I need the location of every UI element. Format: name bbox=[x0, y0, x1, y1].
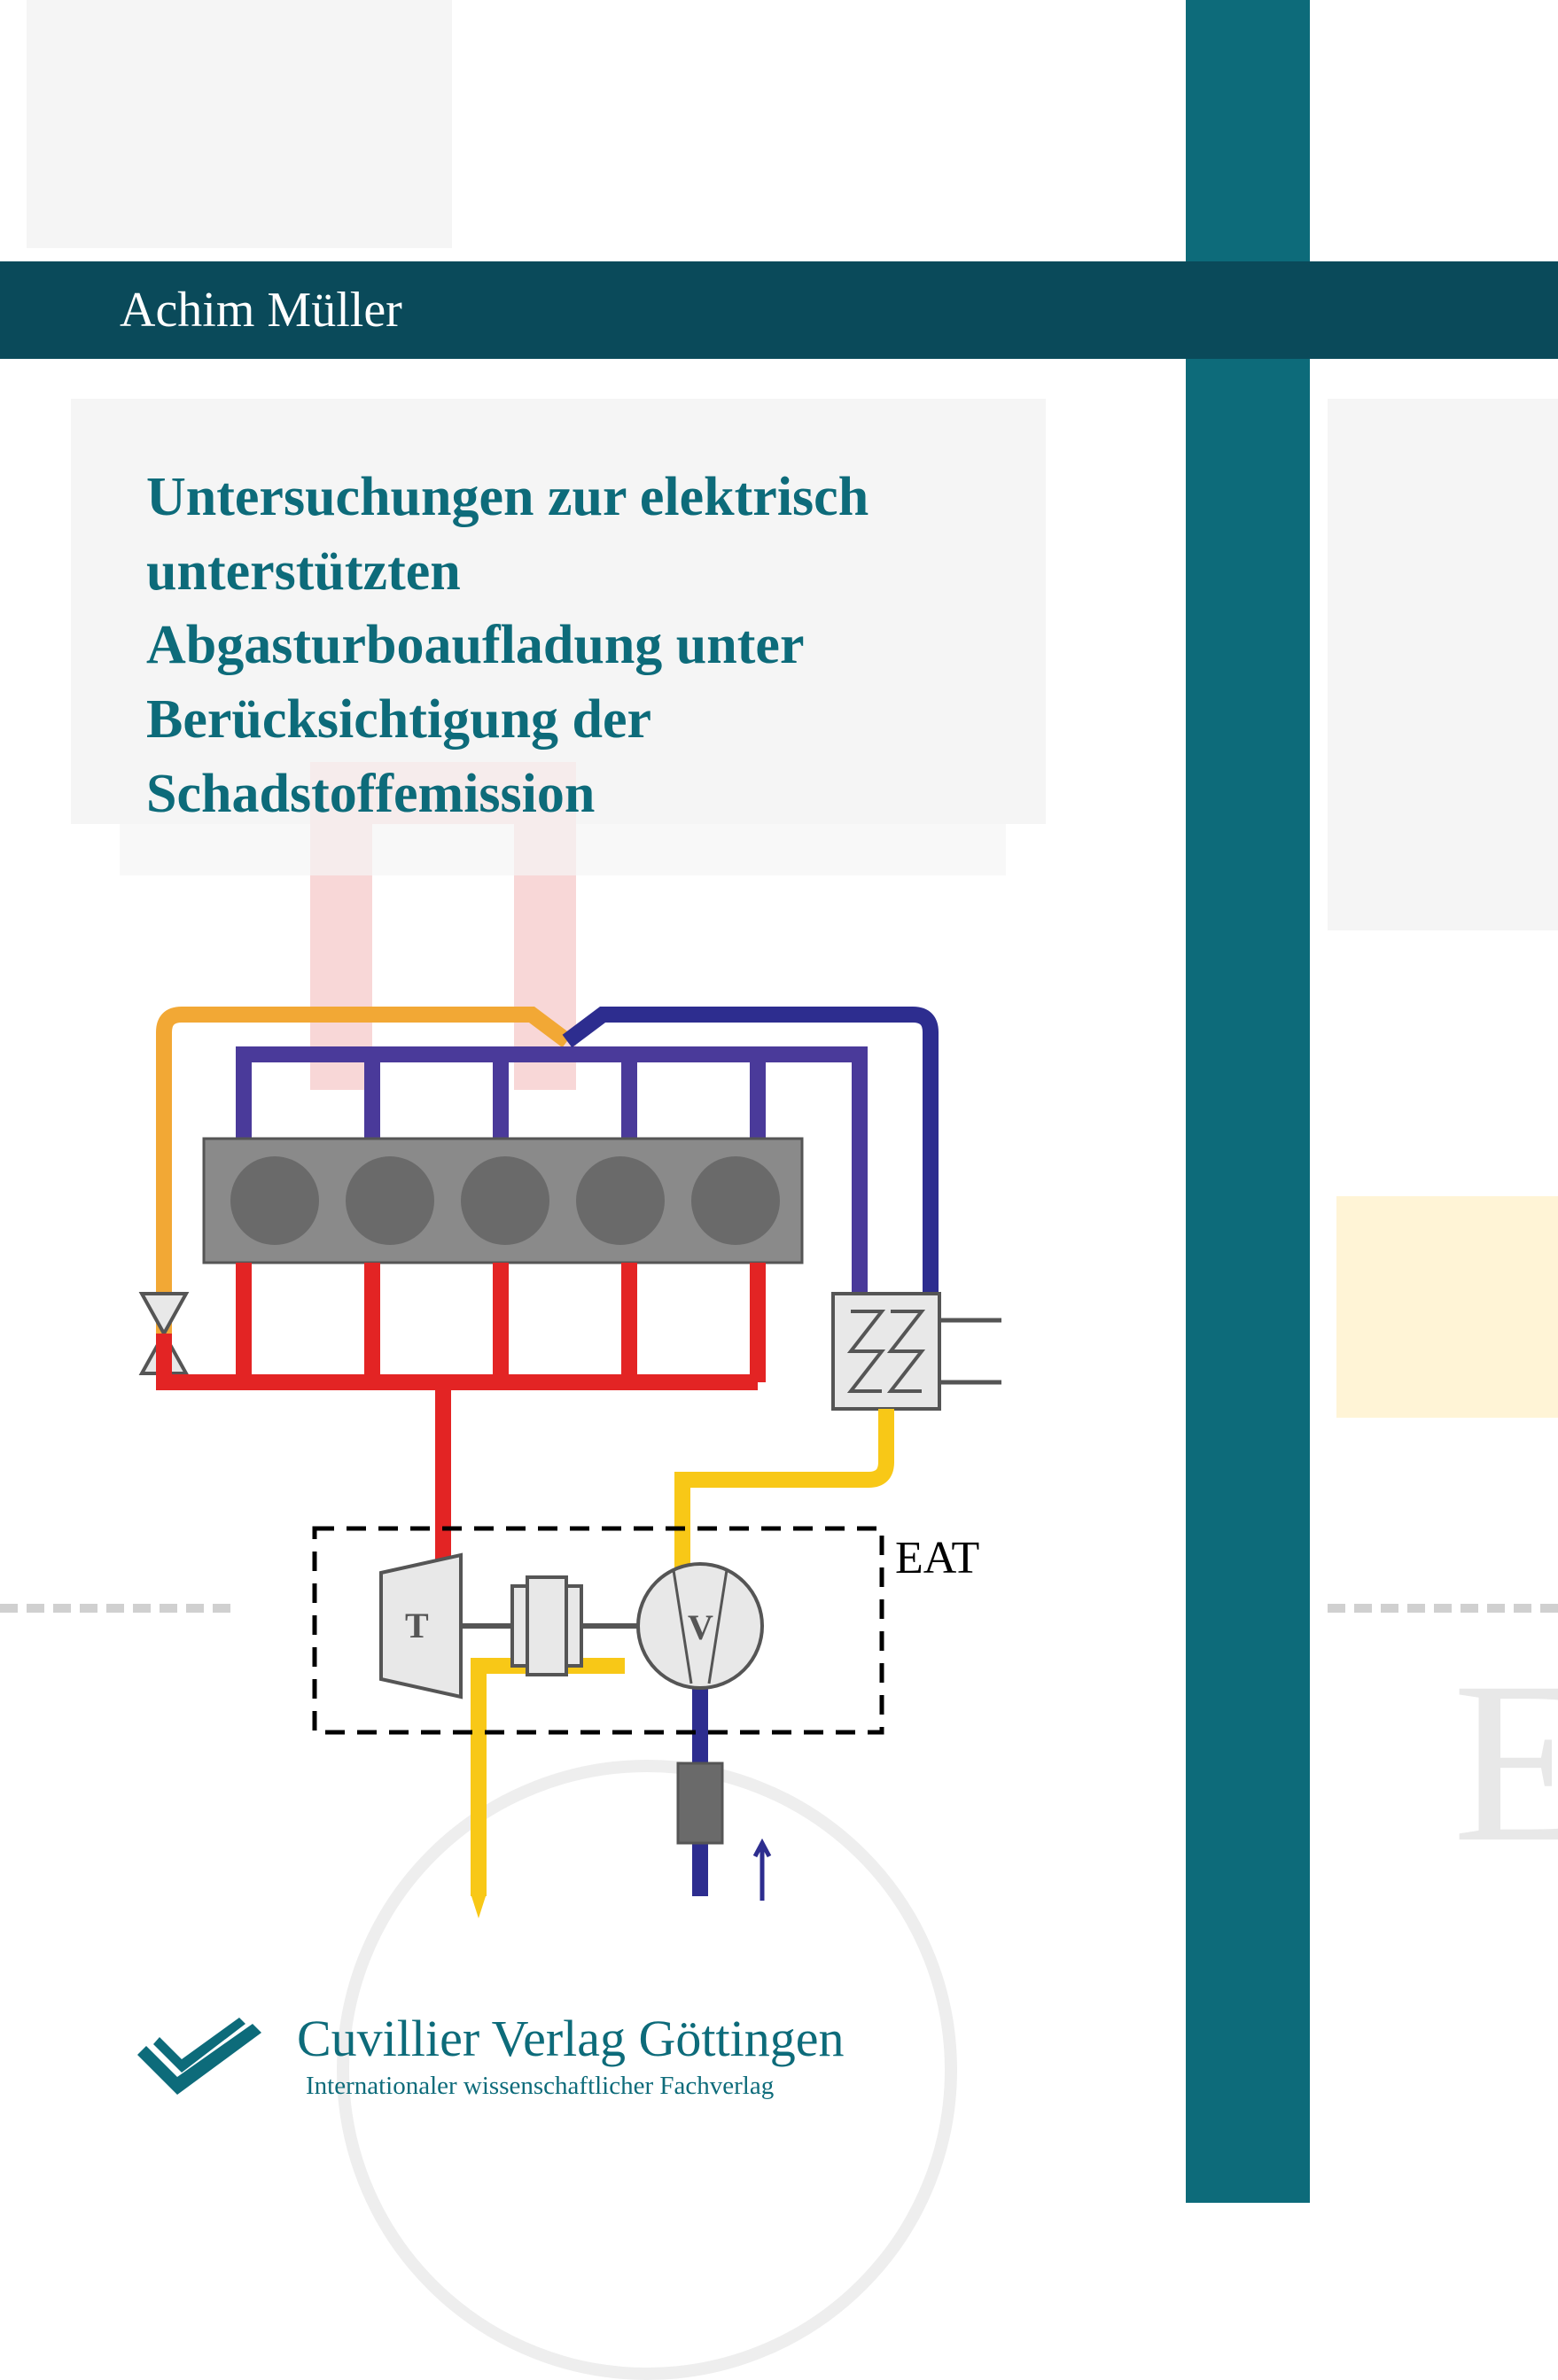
arrow-yellow-down-icon bbox=[471, 1896, 486, 1918]
engine-schematic-diagram: EAT T V bbox=[89, 966, 1019, 1923]
schematic-svg: EAT T V bbox=[89, 966, 1019, 1923]
svg-text:V: V bbox=[688, 1607, 713, 1647]
publisher-block: Cuvillier Verlag Göttingen International… bbox=[129, 2009, 845, 2101]
cylinder-icon bbox=[461, 1156, 549, 1245]
svg-text:T: T bbox=[405, 1606, 429, 1645]
title-block: Untersuchungen zur elektrisch unterstütz… bbox=[120, 425, 1006, 875]
cylinder-icon bbox=[230, 1156, 319, 1245]
book-title: Untersuchungen zur elektrisch unterstütz… bbox=[146, 461, 979, 831]
publisher-tagline: Internationaler wissenschaftlicher Fachv… bbox=[306, 2072, 845, 2101]
compressor-icon: V bbox=[638, 1564, 762, 1688]
publisher-logo-icon bbox=[129, 2011, 270, 2099]
cylinder-icon bbox=[346, 1156, 434, 1245]
turbine-icon: T bbox=[381, 1555, 461, 1697]
eat-label: EAT bbox=[895, 1533, 979, 1583]
arrow-navy-up-icon bbox=[755, 1843, 769, 1901]
motor-icon bbox=[512, 1577, 581, 1675]
publisher-name: Cuvillier Verlag Göttingen bbox=[297, 2009, 845, 2068]
cylinder-icon bbox=[691, 1156, 780, 1245]
intercooler-icon bbox=[833, 1294, 1001, 1409]
air-filter-icon bbox=[678, 1763, 722, 1843]
cylinder-icon bbox=[576, 1156, 665, 1245]
author-name: Achim Müller bbox=[120, 282, 402, 338]
author-bar: Achim Müller bbox=[0, 261, 1558, 359]
